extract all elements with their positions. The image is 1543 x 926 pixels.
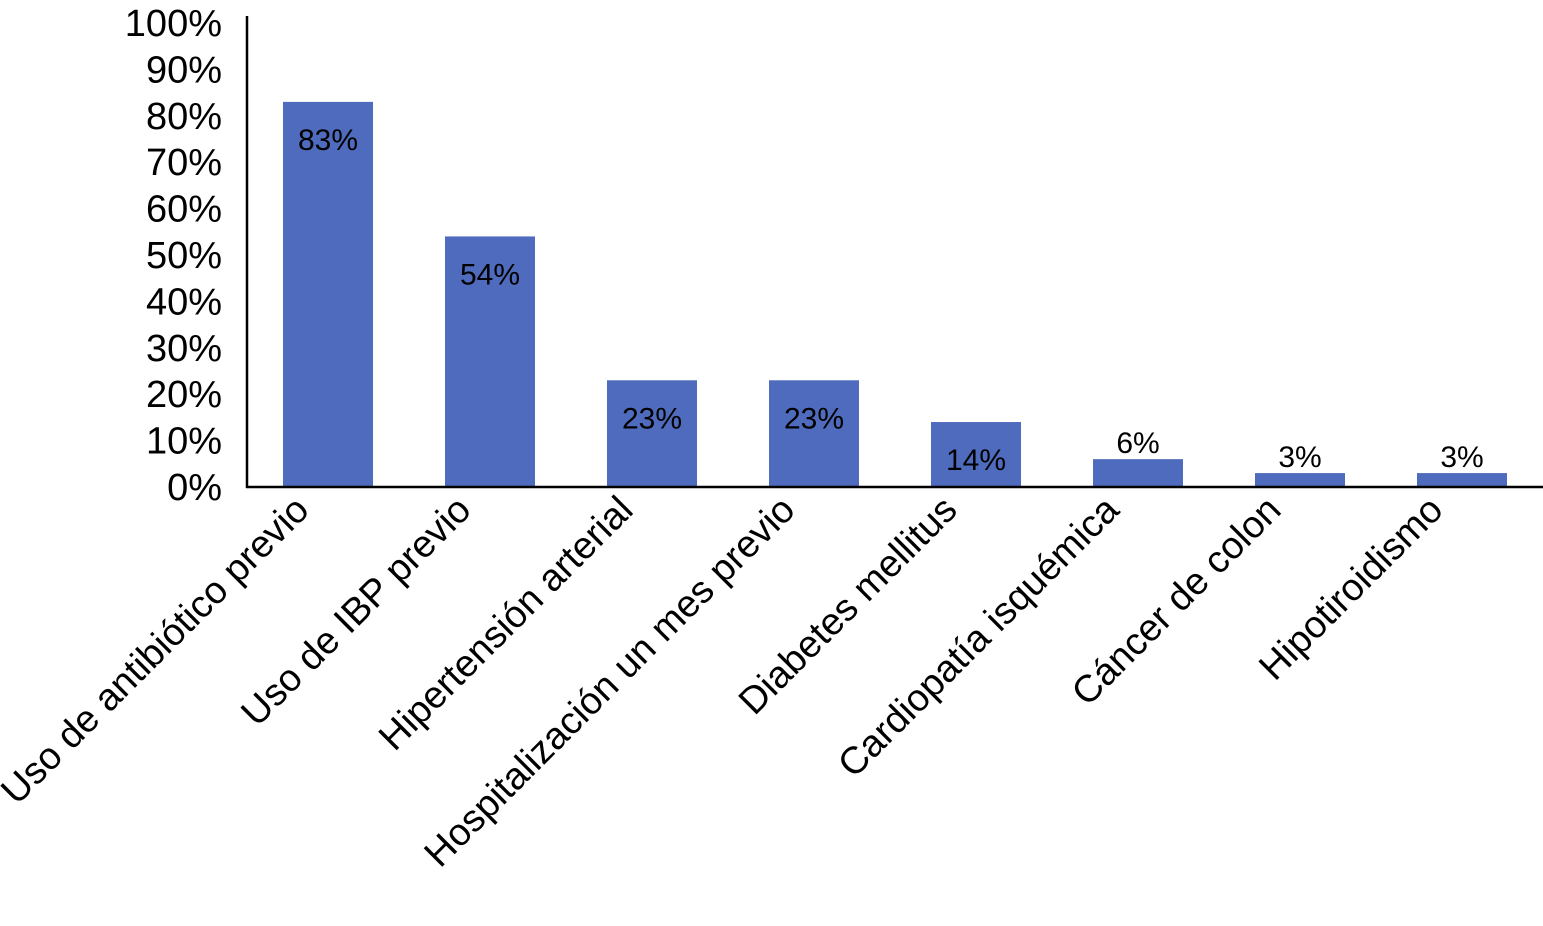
bar xyxy=(607,380,697,487)
y-axis-ticks: 0%10% 20%30% 40%50%60% 70%80% 90%100% xyxy=(125,3,222,509)
y-tick-label: 90% xyxy=(146,49,222,91)
data-label: 23% xyxy=(622,402,682,435)
y-tick-label: 10% xyxy=(146,421,222,463)
bar xyxy=(769,380,859,487)
data-label: 83% xyxy=(298,124,358,157)
y-tick-label: 40% xyxy=(146,281,222,323)
data-label: 23% xyxy=(784,402,844,435)
y-tick-label: 100% xyxy=(125,3,222,45)
y-tick-label: 20% xyxy=(146,374,222,416)
x-category-label: Uso de antibiótico previo xyxy=(0,489,317,813)
bar xyxy=(1417,473,1507,487)
data-label: 54% xyxy=(460,258,520,291)
data-label: 14% xyxy=(946,444,1006,477)
bar xyxy=(931,422,1021,487)
bars-group xyxy=(283,101,1507,487)
y-tick-label: 70% xyxy=(146,142,222,184)
data-labels-group: 83% 54% 23% 23% 14% 6% 3% 3% xyxy=(298,124,1484,477)
y-tick-label: 50% xyxy=(146,235,222,277)
y-tick-label: 60% xyxy=(146,189,222,231)
bar xyxy=(1255,473,1345,487)
y-tick-label: 80% xyxy=(146,96,222,138)
bar xyxy=(445,236,535,487)
bar xyxy=(283,101,373,487)
bar xyxy=(1093,459,1183,487)
y-tick-label: 0% xyxy=(167,467,222,509)
data-label: 6% xyxy=(1116,427,1159,460)
data-label: 3% xyxy=(1278,441,1321,474)
data-label: 3% xyxy=(1440,441,1483,474)
y-tick-label: 30% xyxy=(146,328,222,370)
x-category-label: Cardiopatía isquémica xyxy=(830,488,1128,786)
